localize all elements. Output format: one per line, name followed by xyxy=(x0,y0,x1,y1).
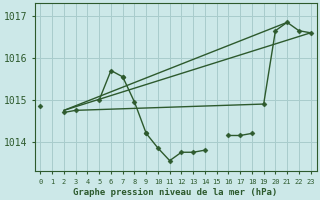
X-axis label: Graphe pression niveau de la mer (hPa): Graphe pression niveau de la mer (hPa) xyxy=(74,188,278,197)
